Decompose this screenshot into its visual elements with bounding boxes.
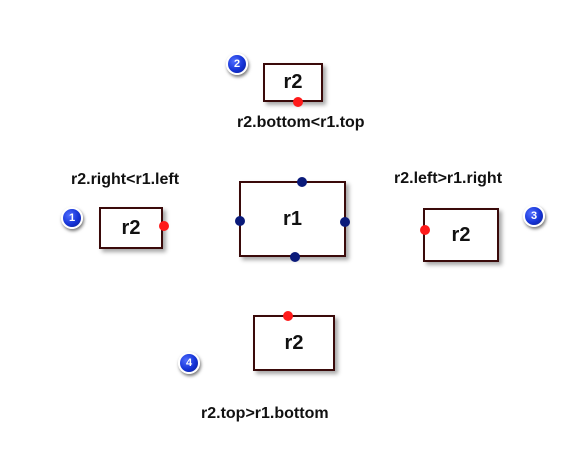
case-4-r2-top-dot (283, 311, 293, 321)
case-2-badge: 2 (226, 53, 248, 75)
case-1-r2-right-dot (159, 221, 169, 231)
case-3-badge: 3 (523, 205, 545, 227)
r1-left-dot (235, 216, 245, 226)
r1-right-dot (340, 217, 350, 227)
case-3-r2-label: r2 (451, 223, 471, 246)
case-3-condition: r2.left>r1.right (394, 170, 503, 187)
case-2-r2-rect: r2 (263, 63, 323, 102)
case-3-r2-rect: r2 (423, 208, 499, 262)
case-1-r2-rect: r2 (99, 207, 163, 249)
r1-top-dot (297, 177, 307, 187)
r1-label: r1 (283, 207, 302, 230)
case-4-badge: 4 (178, 352, 200, 374)
case-2-condition: r2.bottom<r1.top (237, 114, 365, 131)
case-1-badge: 1 (61, 207, 83, 229)
case-2-r2-bottom-dot (293, 97, 303, 107)
case-1-r2-label: r2 (121, 216, 141, 239)
case-4-r2-label: r2 (284, 331, 304, 354)
r1-bottom-dot (290, 252, 300, 262)
case-2-r2-label: r2 (283, 71, 303, 93)
r1-rect: r1 (239, 181, 346, 257)
case-3-r2-left-dot (420, 225, 430, 235)
case-4-condition: r2.top>r1.bottom (201, 405, 329, 422)
case-4-r2-rect: r2 (253, 315, 335, 371)
case-1-condition: r2.right<r1.left (71, 171, 180, 188)
